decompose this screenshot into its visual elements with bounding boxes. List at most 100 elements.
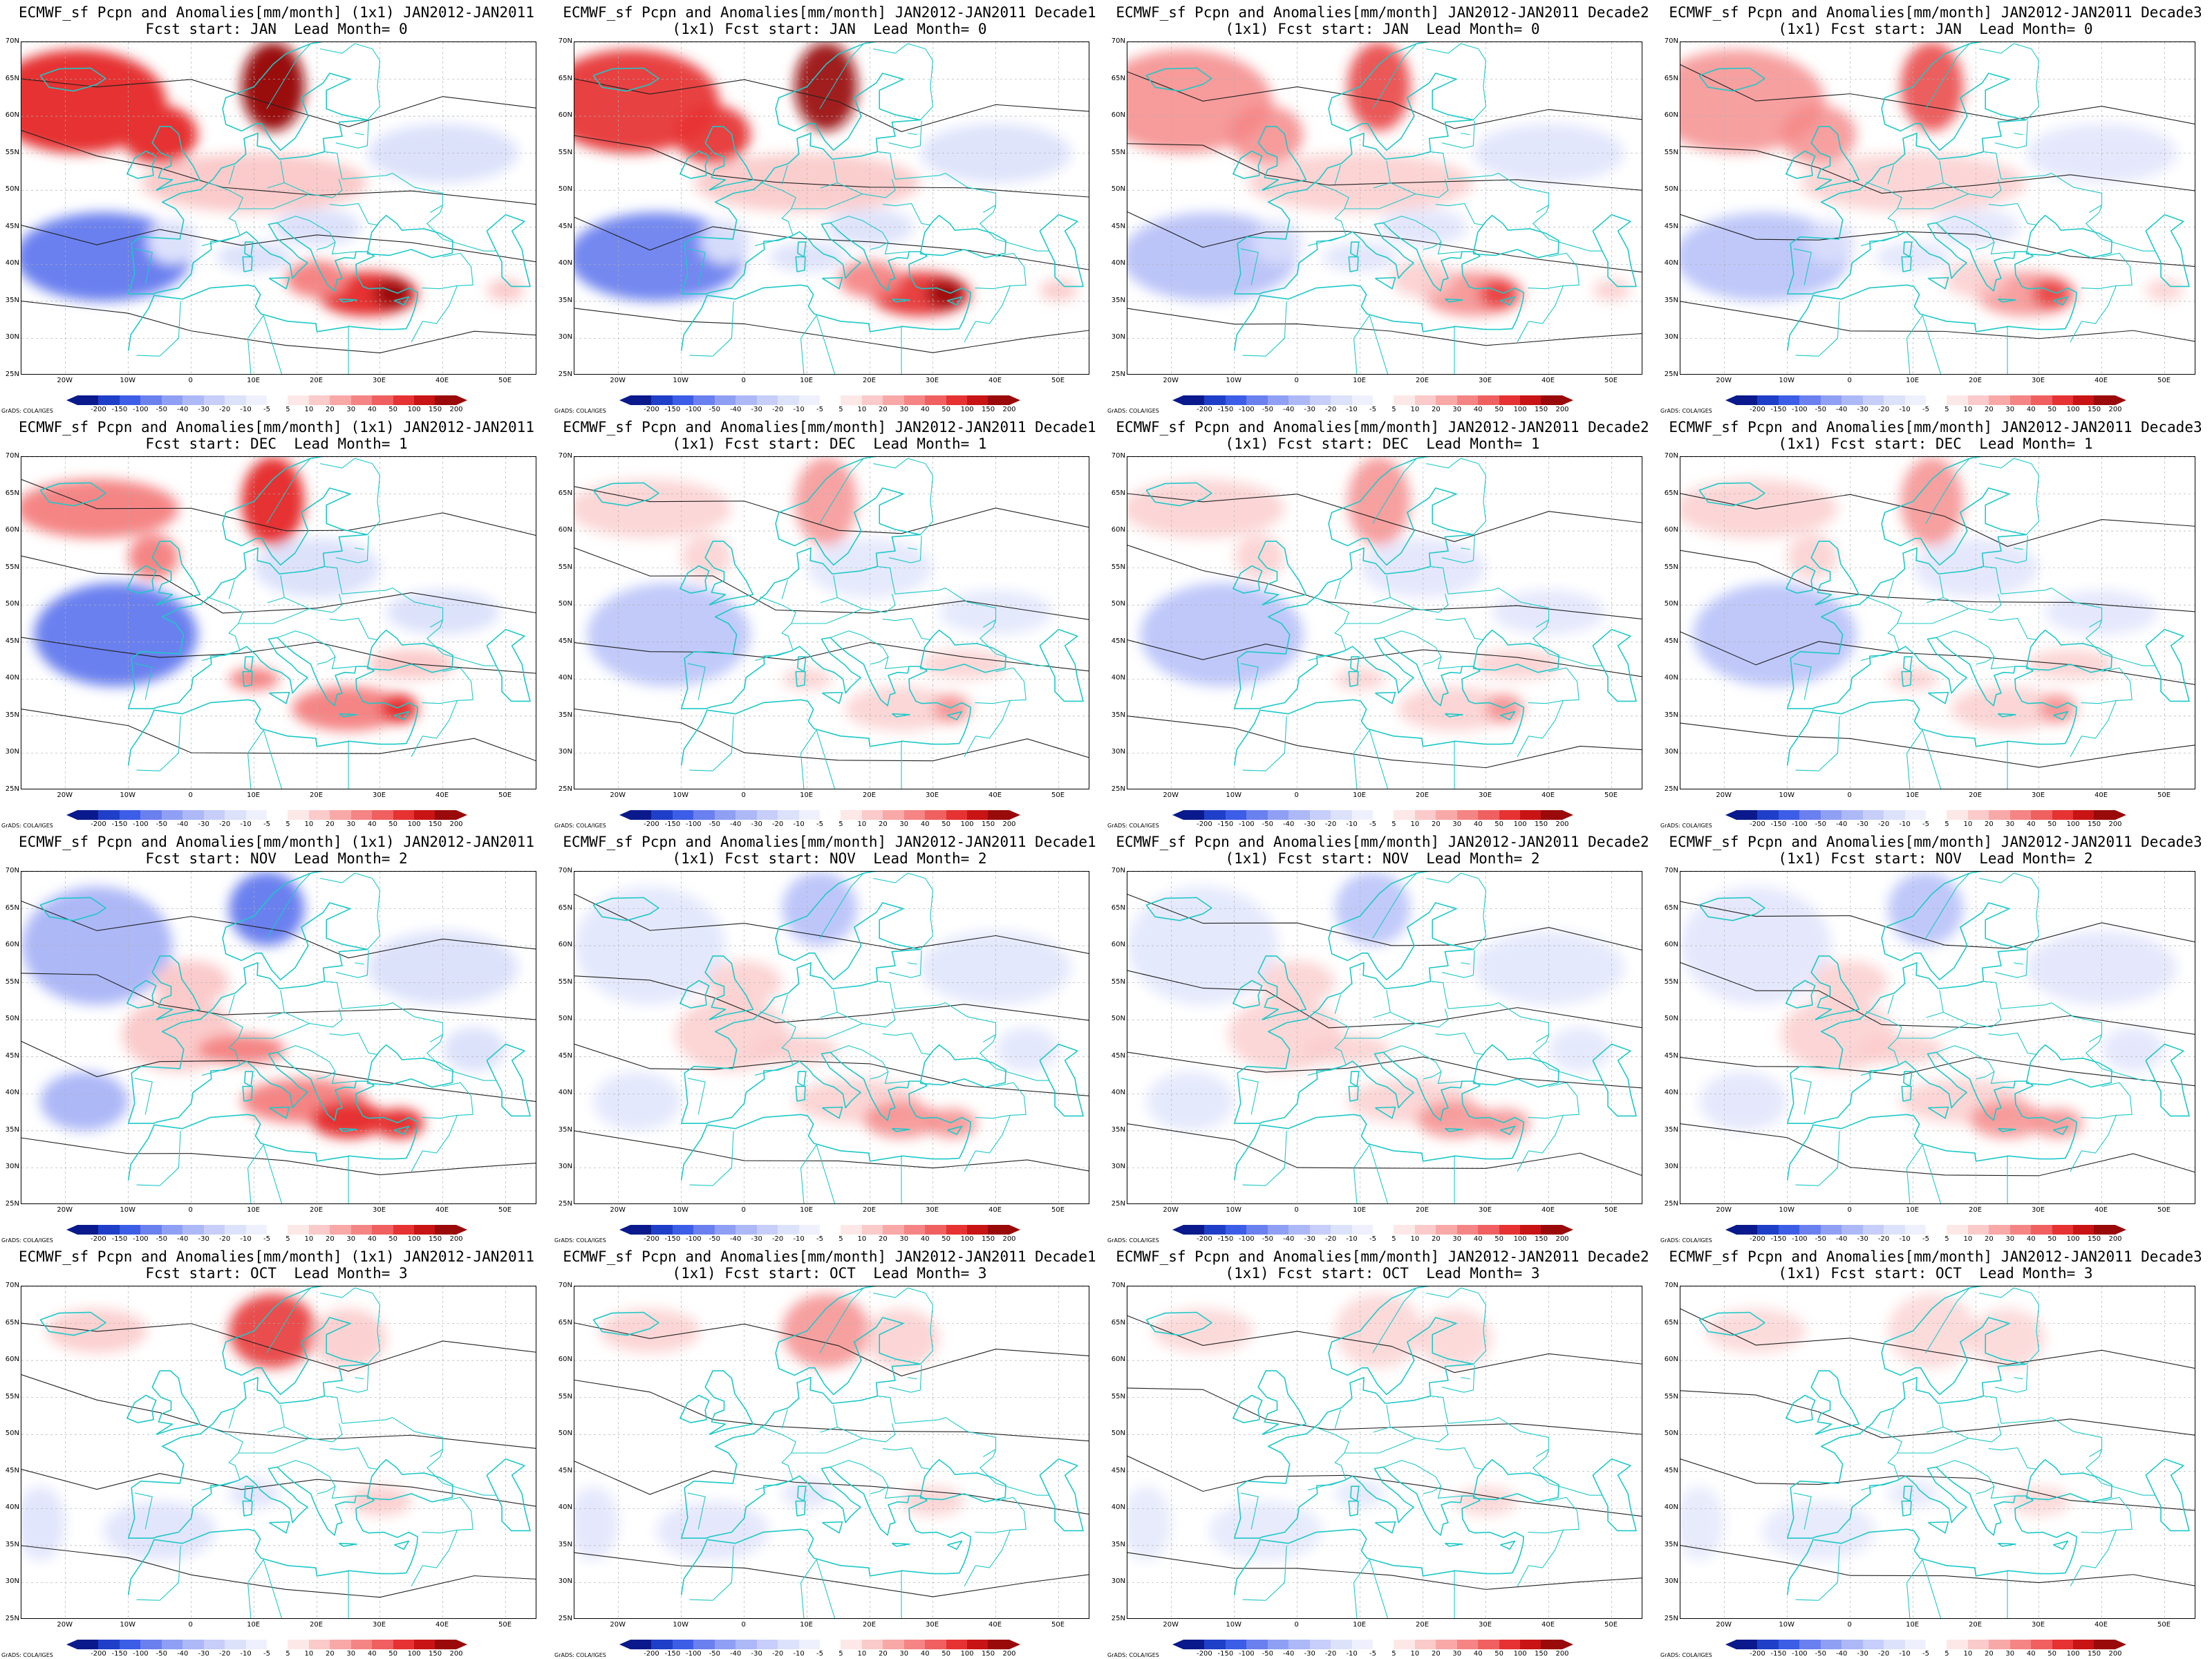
dry-anomaly-area xyxy=(1146,1071,1235,1131)
colorbar-swatch xyxy=(1862,810,1884,820)
dry-anomaly-area xyxy=(21,1486,66,1561)
dry-anomaly-area xyxy=(2101,1027,2165,1072)
lat-label: 50N xyxy=(1111,1015,1125,1023)
panel-title-line1: ECMWF_sf Pcpn and Anomalies[mm/month] JA… xyxy=(563,419,1096,435)
panel-title-line2: (1x1) Fcst start: OCT Lead Month= 3 xyxy=(672,1265,987,1282)
colorbar-swatch xyxy=(1204,395,1226,405)
colorbar-max-arrow xyxy=(1009,1640,1020,1649)
colorbar-swatch xyxy=(861,810,883,820)
colorbar-label: 5 xyxy=(285,406,290,413)
colorbar-swatch xyxy=(1989,395,2010,405)
colorbar-swatch xyxy=(288,810,309,820)
wet-anomaly-area xyxy=(1969,1101,2045,1138)
colorbar-label: 40 xyxy=(920,1235,930,1243)
colorbar-label: -20 xyxy=(771,1235,784,1243)
lon-label: 30E xyxy=(1479,1621,1492,1629)
colorbar-label: 40 xyxy=(2026,1235,2036,1243)
colorbar-swatch xyxy=(1499,810,1520,820)
colorbar xyxy=(1172,810,1573,820)
precip-contours xyxy=(1680,1308,2195,1586)
colorbar-label: -150 xyxy=(111,821,128,828)
colorbar-label: -30 xyxy=(1857,1650,1868,1658)
lat-label: 30N xyxy=(5,748,19,756)
colorbar-label: 150 xyxy=(1535,1235,1548,1243)
panel-title: ECMWF_sf Pcpn and Anomalies[mm/month] JA… xyxy=(1113,1248,1652,1282)
colorbar-swatch xyxy=(1309,1640,1331,1649)
lon-label: 10E xyxy=(800,1206,814,1214)
coastlines xyxy=(39,1286,531,1618)
lon-label: 0 xyxy=(1294,377,1299,384)
colorbar-label: 150 xyxy=(2088,1650,2101,1658)
lat-label: 65N xyxy=(1664,903,1678,912)
lat-label: 65N xyxy=(5,74,19,82)
lon-label: 20E xyxy=(1969,1206,1983,1214)
lat-label: 45N xyxy=(558,222,572,230)
colorbar xyxy=(66,395,467,405)
lat-label: 60N xyxy=(5,526,19,534)
colorbar-swatch xyxy=(883,1225,904,1235)
lat-label: 45N xyxy=(558,1466,572,1474)
panel-title: ECMWF_sf Pcpn and Anomalies[mm/month] JA… xyxy=(560,1248,1099,1282)
wet-anomaly-area xyxy=(1705,1309,1806,1353)
colorbar-label: 100 xyxy=(960,821,974,828)
colorbar-swatch xyxy=(693,395,715,405)
wet-anomaly-area xyxy=(373,279,412,309)
lat-label: 65N xyxy=(1664,489,1678,497)
lon-label: 20E xyxy=(863,377,877,384)
lat-label: 40N xyxy=(5,1089,19,1097)
colorbar-label: 40 xyxy=(920,1650,930,1658)
colorbar-swatch xyxy=(988,395,1009,405)
lat-label: 40N xyxy=(1664,1089,1678,1097)
map-canvas xyxy=(574,42,1089,374)
colorbar-label: -100 xyxy=(1238,406,1255,413)
lon-label: 50E xyxy=(1604,377,1618,384)
wet-anomaly-area xyxy=(794,457,858,546)
colorbar-min-arrow xyxy=(1172,1640,1183,1649)
colorbar-label: 20 xyxy=(325,821,335,828)
colorbar-label: -100 xyxy=(685,1235,702,1243)
grads-credit: GrADS: COLA/IGES xyxy=(1660,408,1712,414)
colorbar-label: -100 xyxy=(685,821,702,828)
lat-label: 65N xyxy=(1111,74,1125,82)
lon-label: 10W xyxy=(1226,1206,1241,1214)
colorbar-label: -40 xyxy=(177,1650,189,1658)
lon-label: 50E xyxy=(498,377,512,384)
dry-anomaly-area xyxy=(229,872,305,946)
colorbar-swatch xyxy=(651,1640,673,1649)
colorbar-label: -10 xyxy=(240,821,252,828)
colorbar-label: 10 xyxy=(857,406,867,413)
colorbar-swatch xyxy=(1267,810,1289,820)
map-canvas xyxy=(574,872,1089,1203)
colorbar-label: 100 xyxy=(2066,1650,2080,1658)
colorbar-label: -20 xyxy=(218,821,231,828)
anomaly-field xyxy=(1127,872,1624,1138)
anomaly-map xyxy=(1680,41,2195,375)
colorbar-swatch xyxy=(1925,810,1947,820)
colorbar-swatch xyxy=(1925,1640,1947,1649)
colorbar-label: 5 xyxy=(1944,821,1949,828)
precip-contours xyxy=(574,486,1089,762)
graticule xyxy=(1127,457,1642,789)
colorbar-swatch xyxy=(1989,1640,2010,1649)
graticule xyxy=(574,42,1089,374)
lon-label: 30E xyxy=(926,791,939,799)
lon-label: 0 xyxy=(1294,1621,1299,1629)
colorbar-swatch xyxy=(1925,395,1947,405)
colorbar-label: -20 xyxy=(771,1650,784,1658)
wet-anomaly-area xyxy=(838,260,902,298)
lon-label: 10W xyxy=(1779,1206,1794,1214)
lat-label: 45N xyxy=(5,222,19,230)
panel-title-line1: ECMWF_sf Pcpn and Anomalies[mm/month] JA… xyxy=(1116,4,1649,21)
coastlines xyxy=(1145,457,1637,789)
colorbar-label: -100 xyxy=(1791,1235,1808,1243)
colorbar-swatch xyxy=(735,395,757,405)
colorbar-label: -40 xyxy=(730,1650,742,1658)
forecast-panel-11: ECMWF_sf Pcpn and Anomalies[mm/month] JA… xyxy=(1106,830,1659,1244)
colorbar-swatch xyxy=(1204,810,1226,820)
lat-label: 50N xyxy=(5,185,19,194)
colorbar-swatch xyxy=(1967,1225,1989,1235)
map-canvas xyxy=(21,42,536,374)
panel-title: ECMWF_sf Pcpn and Anomalies[mm/month] JA… xyxy=(1666,419,2205,452)
lon-label: 10W xyxy=(1779,791,1794,799)
forecast-panel-13: ECMWF_sf Pcpn and Anomalies[mm/month] (1… xyxy=(0,1244,553,1659)
